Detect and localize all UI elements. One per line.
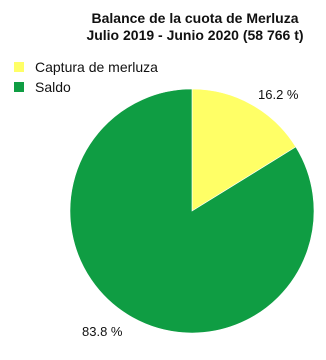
legend-swatch-captura <box>14 62 24 72</box>
data-label-captura: 16.2 % <box>258 87 299 102</box>
chart-legend: Captura de merluza Saldo <box>14 57 158 97</box>
pie-slice-saldo <box>69 88 315 334</box>
legend-swatch-saldo <box>14 82 24 92</box>
data-label-saldo: 83.8 % <box>82 324 123 339</box>
legend-item-saldo: Saldo <box>14 77 158 97</box>
legend-label-saldo: Saldo <box>35 79 71 95</box>
pie-slices <box>69 88 315 334</box>
legend-item-captura: Captura de merluza <box>14 57 158 77</box>
pie-slice-captura <box>191 88 297 212</box>
chart-title: Balance de la cuota de Merluza <box>91 10 299 26</box>
legend-label-captura: Captura de merluza <box>35 59 158 75</box>
chart-subtitle: Julio 2019 - Junio 2020 (58 766 t) <box>86 27 304 43</box>
